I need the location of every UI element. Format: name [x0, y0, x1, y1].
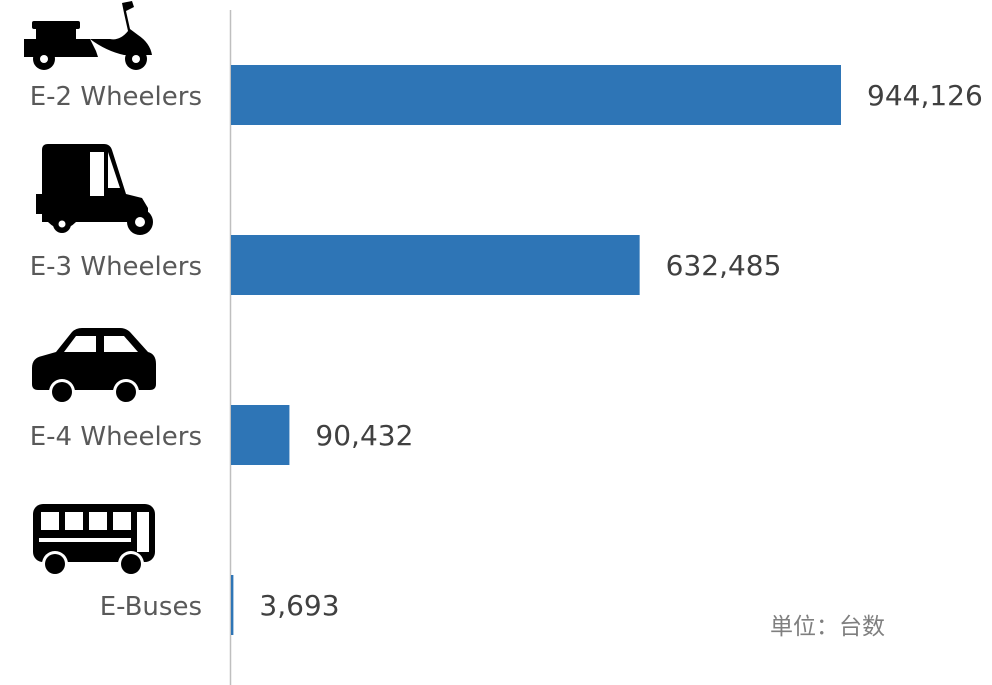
car-icon [32, 328, 156, 405]
auto-rickshaw-icon [36, 144, 153, 235]
scooter-icon [24, 1, 152, 70]
category-label: E-2 Wheelers [30, 82, 202, 112]
bus-icon [33, 504, 155, 577]
value-label: 944,126 [867, 79, 983, 112]
bar-e-buses [231, 575, 234, 635]
value-label: 632,485 [666, 249, 782, 282]
unit-note: 単位：台数 [770, 614, 885, 640]
bar-e-4-wheelers [231, 405, 290, 465]
category-label: E-Buses [100, 592, 202, 622]
category-label: E-4 Wheelers [30, 422, 202, 452]
category-label: E-3 Wheelers [30, 252, 202, 282]
value-label: 3,693 [259, 589, 339, 622]
bar-e-3-wheelers [231, 235, 640, 295]
bar-e-2-wheelers [231, 65, 841, 125]
value-label: 90,432 [315, 419, 413, 452]
